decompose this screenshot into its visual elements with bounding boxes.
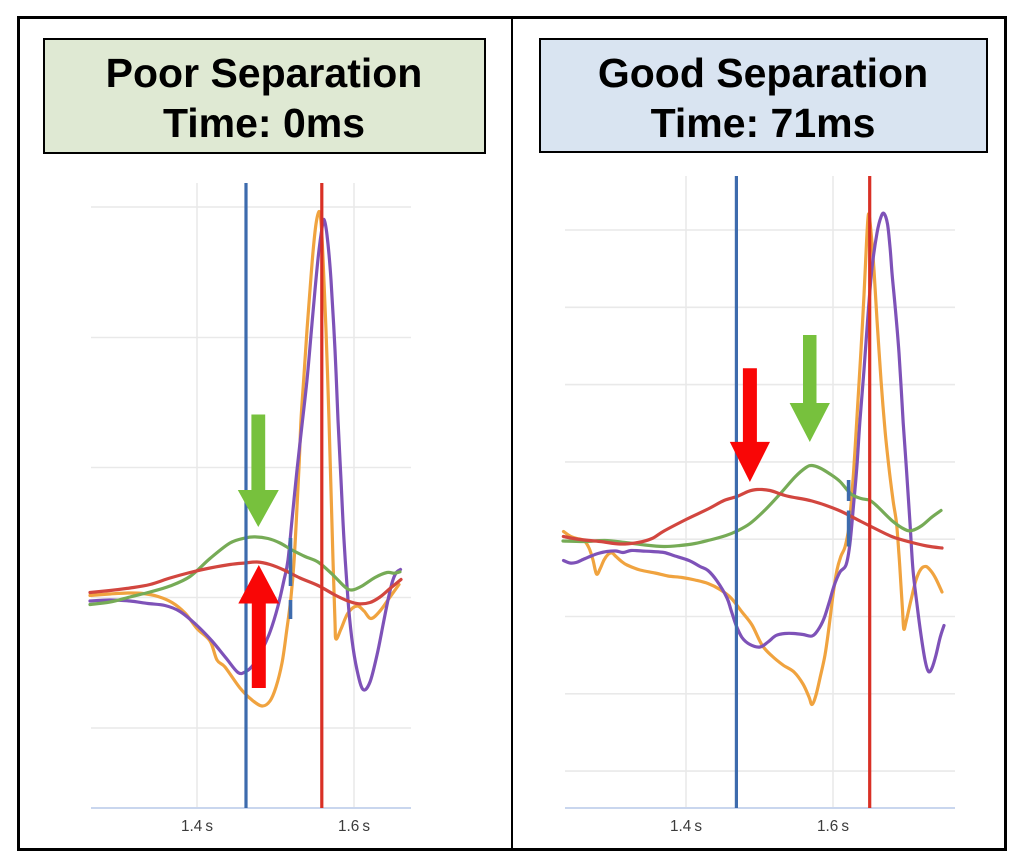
svg-text:1.6 s: 1.6 s [338,818,370,835]
svg-text:1.4 s: 1.4 s [670,818,702,835]
svg-text:1.6 s: 1.6 s [817,818,849,835]
svg-text:1.4 s: 1.4 s [181,818,213,835]
